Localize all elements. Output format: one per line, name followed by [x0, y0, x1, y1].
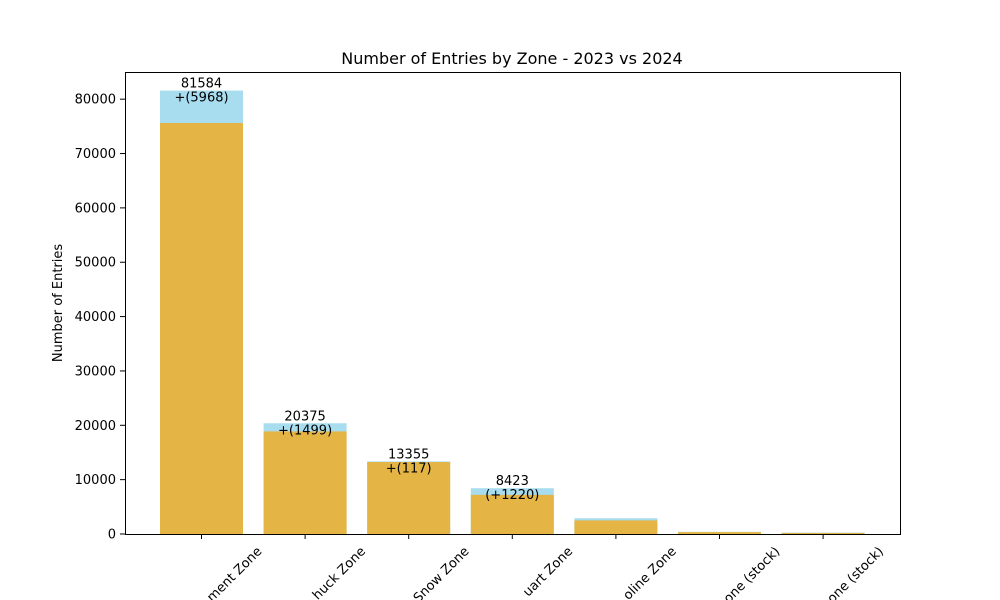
x-tick-label-4: oline Zone	[621, 544, 680, 600]
x-tick-label-2: Snow Zone	[411, 544, 473, 600]
y-tick-label-7: 70000	[75, 147, 116, 162]
bar-total-label-1: 20375	[284, 409, 325, 424]
y-tick-label-5: 50000	[75, 256, 116, 271]
bar-delta-label-0: +(5968)	[174, 91, 228, 106]
bar-delta-label-1: +(1499)	[278, 423, 332, 438]
x-tick-label-5: one (stock)	[721, 544, 783, 600]
y-axis: 0 10000 20000 30000 40000 50000 60000 70000 8000…	[75, 93, 125, 543]
bar-annotations-group: 81584+(5968) 20375+(1499) 13355+(117) 8423(…	[174, 77, 539, 504]
bar-total-label-3: 8423	[496, 474, 529, 489]
bar-base-6	[781, 532, 865, 534]
chart-title: Number of Entries by Zone - 2023 vs 2024	[341, 49, 682, 68]
bar-base-4	[574, 520, 658, 534]
y-tick-label-6: 60000	[75, 201, 116, 216]
x-tick-label-1: huck Zone	[310, 544, 369, 600]
y-tick-label-3: 30000	[75, 364, 116, 379]
bar-base-1	[263, 431, 347, 534]
y-tick-label-2: 20000	[75, 419, 116, 434]
y-tick-label-0: 0	[108, 528, 116, 543]
bar-base-2	[367, 462, 451, 534]
bar-total-label-0: 81584	[181, 77, 222, 92]
bar-delta-label-2: +(117)	[386, 461, 432, 476]
plot-frame	[125, 72, 901, 535]
y-tick-label-8: 80000	[75, 93, 116, 108]
bar-base-5	[678, 532, 761, 534]
x-tick-label-6: one (stock)	[825, 544, 887, 600]
x-axis: ment Zone huck Zone Snow Zone uart Zone olin…	[201, 534, 887, 600]
y-tick-label-4: 40000	[75, 310, 116, 325]
bar-total-label-2: 13355	[388, 447, 429, 462]
bar-delta-label-3: (+1220)	[485, 488, 539, 503]
bars-group	[160, 90, 865, 535]
x-tick-label-3: uart Zone	[520, 544, 576, 600]
bar-base-0	[160, 123, 243, 535]
bar-base-3	[470, 494, 554, 534]
x-tick-label-0: ment Zone	[204, 544, 265, 600]
y-axis-label: Number of Entries	[51, 244, 66, 363]
y-tick-label-1: 10000	[75, 473, 116, 488]
